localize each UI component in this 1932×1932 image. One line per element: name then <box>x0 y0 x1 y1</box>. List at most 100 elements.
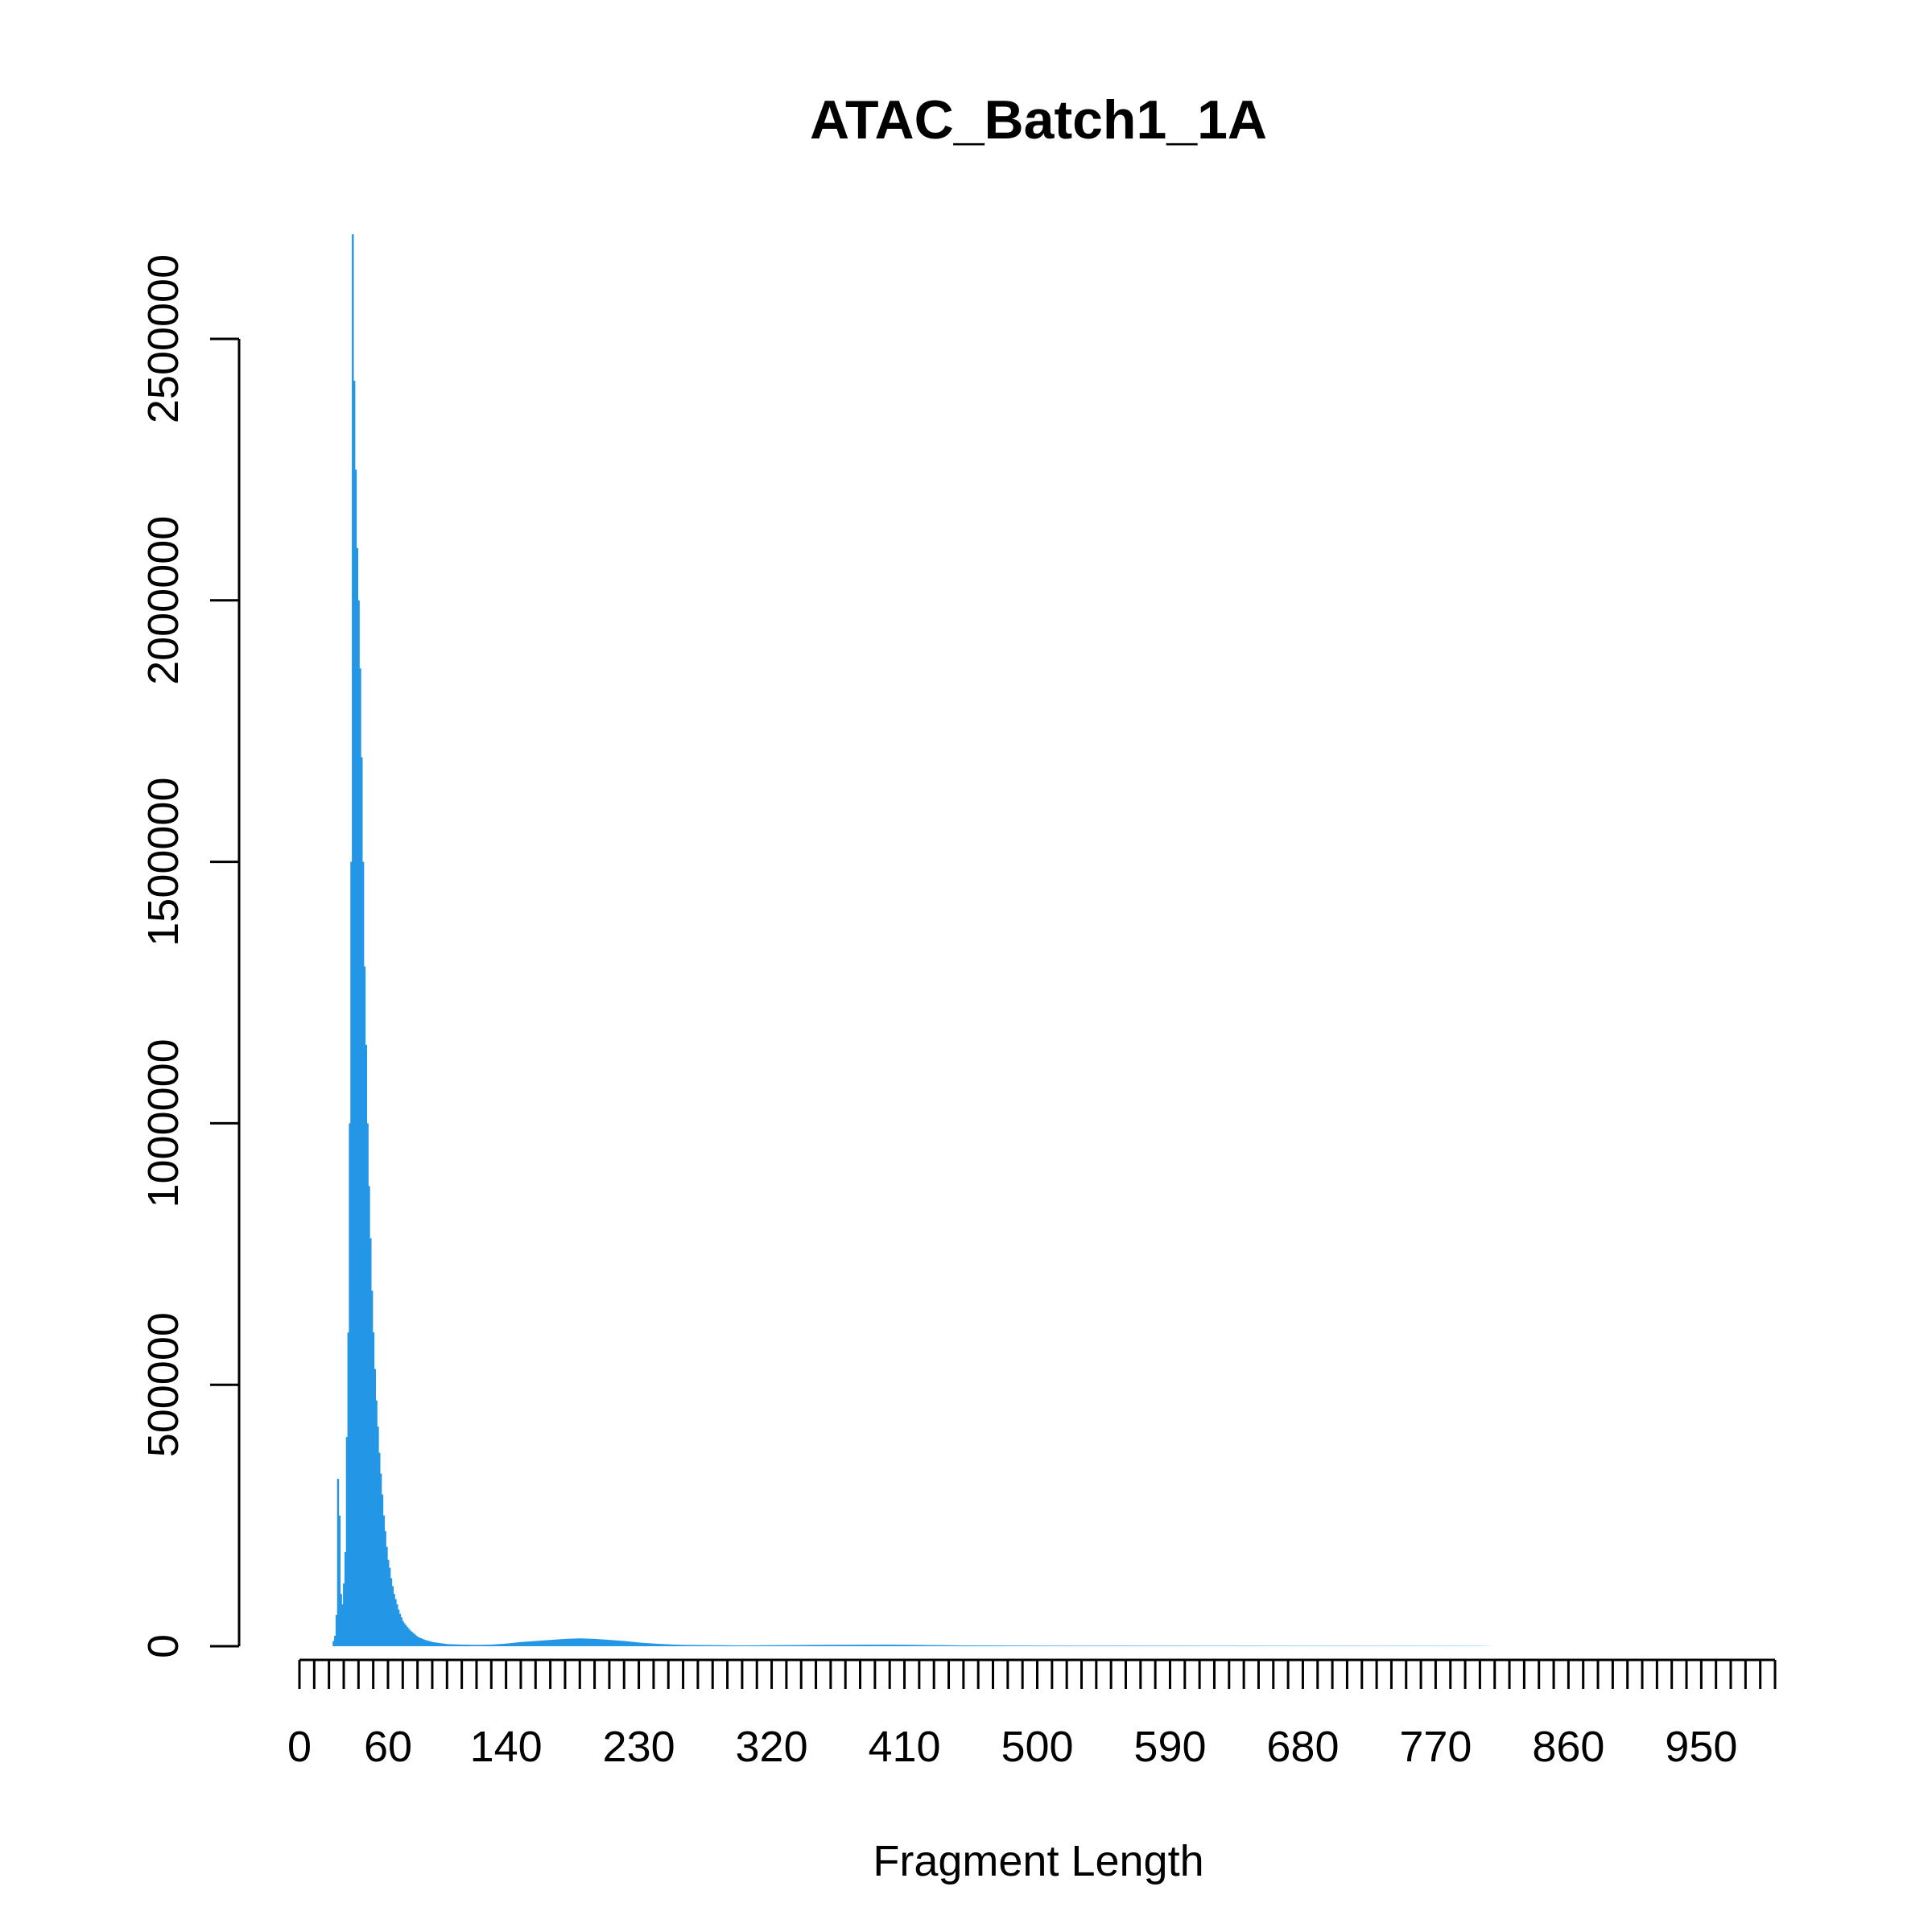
histogram-bar <box>353 380 356 1646</box>
histogram-bar <box>935 1645 937 1646</box>
histogram-bar <box>551 1640 553 1646</box>
histogram-bar <box>1146 1645 1148 1646</box>
histogram-bar <box>1203 1645 1206 1646</box>
histogram-bar <box>357 600 360 1646</box>
histogram-bar <box>1034 1645 1038 1646</box>
histogram-bar <box>1160 1645 1162 1646</box>
histogram-bar <box>332 1641 335 1646</box>
histogram-bar <box>828 1645 831 1646</box>
histogram-bar <box>667 1644 670 1646</box>
histogram-bar <box>586 1638 588 1646</box>
histogram-bar <box>1046 1645 1049 1646</box>
histogram-bar <box>953 1645 956 1646</box>
histogram-bar <box>1148 1645 1151 1646</box>
histogram-bar <box>535 1641 537 1646</box>
histogram-bar <box>462 1645 464 1646</box>
histogram-bar <box>641 1642 643 1646</box>
histogram-bar <box>758 1645 760 1646</box>
histogram-bar <box>396 1604 398 1646</box>
histogram-bar <box>480 1645 482 1646</box>
histogram-bar <box>485 1645 487 1646</box>
histogram-bar <box>515 1642 518 1646</box>
histogram-bar <box>803 1645 806 1646</box>
histogram-bar <box>917 1645 919 1646</box>
histogram-bar <box>517 1642 519 1646</box>
histogram-bar <box>1059 1645 1061 1646</box>
histogram-bar <box>974 1645 977 1646</box>
histogram-bar <box>786 1645 790 1646</box>
histogram-bar <box>1071 1645 1075 1646</box>
histogram-bar <box>1144 1645 1146 1646</box>
histogram-bar <box>453 1644 456 1646</box>
histogram-bar <box>670 1644 673 1646</box>
histogram-bar <box>381 1494 384 1646</box>
histogram-bar <box>795 1645 799 1646</box>
histogram-bar <box>398 1613 402 1646</box>
histogram-bar <box>605 1639 608 1646</box>
histogram-bar <box>1176 1645 1179 1646</box>
histogram-bar <box>1128 1645 1130 1646</box>
histogram-bar <box>604 1639 606 1646</box>
histogram-bar <box>955 1645 958 1646</box>
histogram-bar <box>597 1639 599 1646</box>
histogram-bar <box>873 1645 875 1646</box>
histogram-bar <box>601 1639 604 1646</box>
histogram-bar <box>1006 1645 1009 1646</box>
histogram-bar <box>1188 1645 1191 1646</box>
x-tick-label: 590 <box>1133 1723 1206 1771</box>
histogram-bar <box>387 1559 390 1646</box>
histogram-bar <box>620 1641 623 1646</box>
histogram-bar <box>1042 1645 1045 1646</box>
histogram-bar <box>887 1645 890 1646</box>
histogram-bar <box>418 1637 420 1646</box>
histogram-bar <box>769 1645 772 1646</box>
histogram-bar <box>1103 1645 1105 1646</box>
histogram-bar <box>378 1452 381 1646</box>
histogram-bar <box>749 1645 751 1646</box>
histogram-bar <box>716 1645 719 1646</box>
histogram-bar <box>915 1645 918 1646</box>
histogram-bar <box>1088 1645 1091 1646</box>
histogram-bar <box>505 1643 508 1646</box>
histogram-bar <box>928 1645 931 1646</box>
histogram-bar <box>855 1645 857 1646</box>
histogram-bar <box>992 1645 995 1646</box>
histogram-bar <box>1075 1645 1077 1646</box>
histogram-bar <box>1076 1645 1079 1646</box>
histogram-bar <box>968 1645 971 1646</box>
histogram-bar <box>993 1645 996 1646</box>
histogram-bar <box>687 1645 691 1646</box>
histogram-bar <box>836 1645 838 1646</box>
histogram-bar <box>468 1645 471 1646</box>
x-tick-label: 500 <box>1001 1723 1073 1771</box>
histogram-bar <box>430 1641 432 1646</box>
histogram-bar <box>819 1645 822 1646</box>
histogram-bar <box>852 1645 854 1646</box>
histogram-bar <box>1139 1645 1142 1646</box>
histogram-bar <box>1043 1645 1046 1646</box>
histogram-bar <box>455 1644 457 1646</box>
histogram-bar <box>848 1645 852 1646</box>
histogram-bar <box>1142 1645 1145 1646</box>
histogram-bar <box>473 1645 475 1646</box>
histogram-bar <box>728 1645 730 1646</box>
histogram-bar <box>402 1620 404 1646</box>
histogram-bar <box>834 1645 836 1646</box>
histogram-bar <box>1038 1645 1040 1646</box>
histogram-bar <box>1022 1645 1024 1646</box>
histogram-bar <box>1121 1645 1123 1646</box>
histogram-bar <box>654 1643 657 1646</box>
histogram-bar <box>365 1044 368 1646</box>
histogram-bar <box>831 1645 834 1646</box>
histogram-bar <box>735 1645 738 1646</box>
histogram-bar <box>524 1641 526 1646</box>
histogram-bar <box>1156 1645 1158 1646</box>
histogram-bar <box>434 1642 437 1646</box>
histogram-bar <box>1091 1645 1093 1646</box>
histogram-bar <box>501 1644 503 1646</box>
histogram-bar <box>756 1645 758 1646</box>
histogram-bar <box>386 1546 388 1646</box>
histogram-bar <box>409 1630 411 1646</box>
histogram-bar <box>766 1645 769 1646</box>
histogram-bar <box>1009 1645 1013 1646</box>
